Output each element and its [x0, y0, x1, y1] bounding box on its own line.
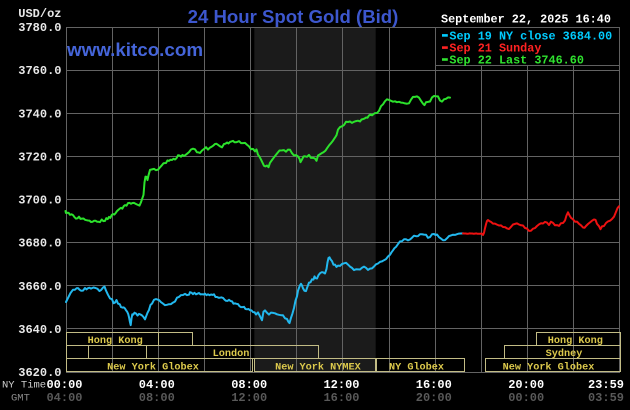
- svg-text:03:59: 03:59: [588, 391, 624, 405]
- svg-text:20:00: 20:00: [416, 391, 452, 405]
- svg-text:12:00: 12:00: [323, 378, 359, 392]
- svg-text:08:00: 08:00: [231, 378, 267, 392]
- svg-text:New York Globex: New York Globex: [503, 361, 595, 373]
- svg-text:20:00: 20:00: [508, 378, 544, 392]
- svg-text:Sydney: Sydney: [546, 348, 583, 360]
- svg-text:16:00: 16:00: [416, 378, 452, 392]
- svg-text:3700.0: 3700.0: [18, 194, 61, 208]
- svg-text:3680.0: 3680.0: [18, 237, 61, 251]
- svg-text:3740.0: 3740.0: [18, 107, 61, 121]
- svg-text:3780.0: 3780.0: [18, 21, 61, 35]
- svg-text:Sep 22 Last 3746.60: Sep 22 Last 3746.60: [449, 54, 584, 68]
- svg-text:GMT: GMT: [11, 393, 30, 405]
- svg-text:00:00: 00:00: [46, 378, 82, 392]
- svg-text:3620.0: 3620.0: [18, 366, 61, 380]
- svg-text:23:59: 23:59: [588, 378, 624, 392]
- svg-text:12:00: 12:00: [231, 391, 267, 405]
- svg-text:Hong Kong: Hong Kong: [548, 336, 603, 347]
- svg-text:www.kitco.com: www.kitco.com: [66, 39, 203, 60]
- svg-text:08:00: 08:00: [139, 391, 175, 405]
- svg-text:24 Hour Spot Gold (Bid): 24 Hour Spot Gold (Bid): [188, 6, 399, 27]
- svg-text:New York NYMEX: New York NYMEX: [275, 361, 361, 373]
- svg-text:00:00: 00:00: [508, 391, 544, 405]
- svg-text:London: London: [213, 348, 250, 360]
- svg-text:Sep 19 NY close 3684.00: Sep 19 NY close 3684.00: [449, 29, 612, 43]
- svg-text:New York Globex: New York Globex: [107, 361, 199, 373]
- svg-text:September 22, 2025 16:40: September 22, 2025 16:40: [441, 12, 611, 26]
- svg-text:04:00: 04:00: [46, 391, 82, 405]
- svg-text:04:00: 04:00: [139, 378, 175, 392]
- svg-text:3660.0: 3660.0: [18, 280, 61, 294]
- svg-text:3720.0: 3720.0: [18, 151, 61, 165]
- svg-text:3760.0: 3760.0: [18, 64, 61, 78]
- svg-text:Hong Kong: Hong Kong: [88, 336, 143, 347]
- svg-text:3640.0: 3640.0: [18, 323, 61, 337]
- svg-text:USD/oz: USD/oz: [18, 7, 61, 21]
- svg-text:NY Globex: NY Globex: [389, 361, 444, 373]
- svg-text:NY Time: NY Time: [2, 380, 46, 392]
- svg-text:16:00: 16:00: [323, 391, 359, 405]
- svg-text:Sep 21 Sunday: Sep 21 Sunday: [449, 42, 541, 56]
